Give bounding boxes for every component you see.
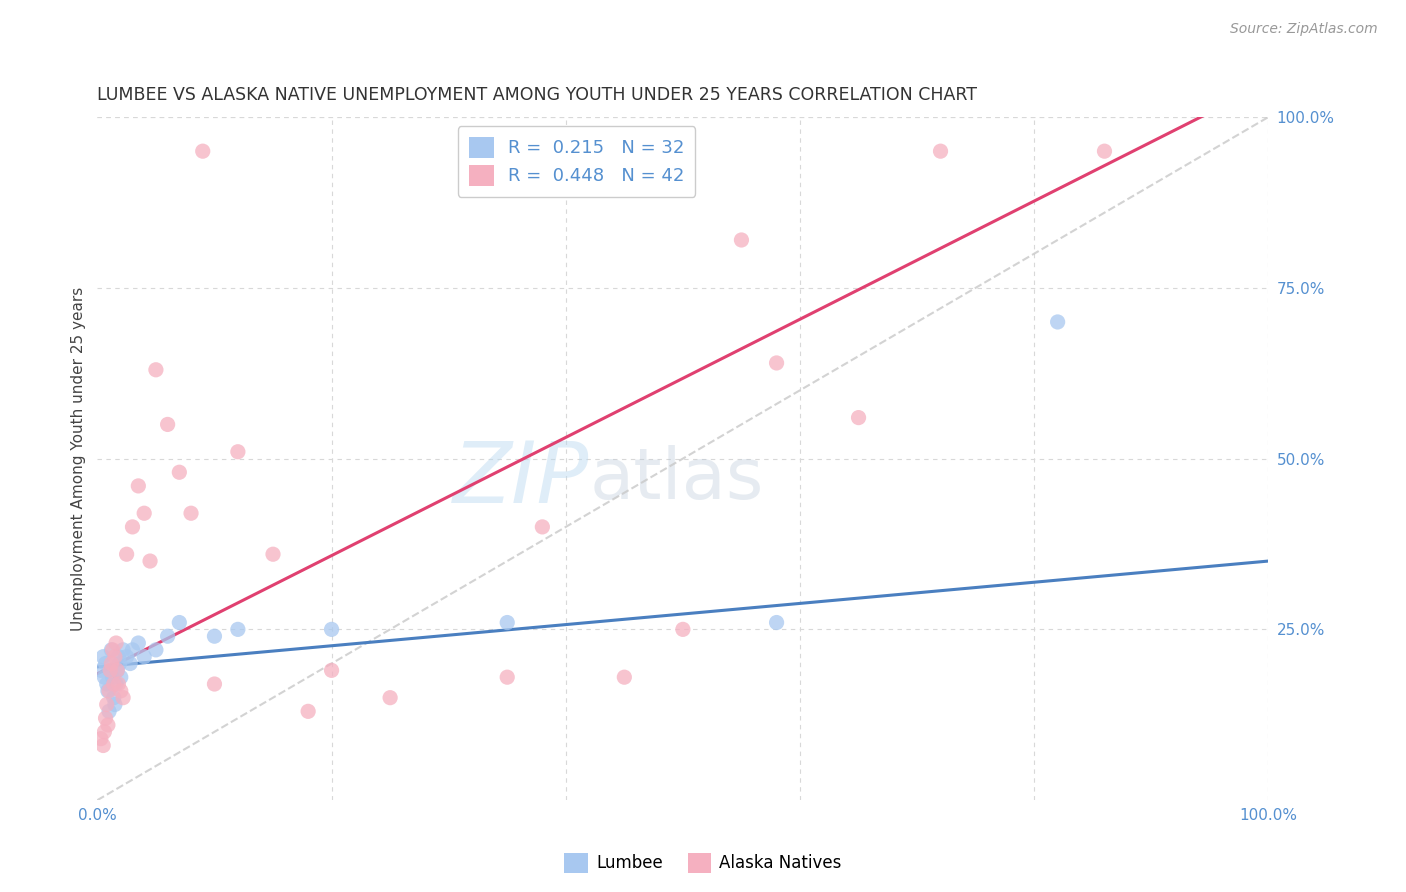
Point (90, 731, 112, 746)
Point (139, 554, 162, 568)
Point (110, 683, 132, 698)
Point (1046, 315, 1069, 329)
Point (103, 690, 125, 705)
Point (104, 649, 127, 664)
Point (105, 636, 128, 650)
Point (120, 657, 142, 671)
Point (297, 704, 319, 718)
Point (96, 698, 118, 712)
Point (110, 670, 132, 684)
Point (226, 444, 249, 458)
Point (94, 657, 117, 671)
Point (127, 479, 149, 493)
Point (321, 664, 343, 678)
Point (672, 623, 695, 637)
Point (101, 643, 124, 657)
Point (105, 677, 128, 691)
Point (929, 144, 952, 158)
Point (204, 629, 226, 643)
Point (105, 664, 128, 678)
Point (100, 643, 122, 657)
Point (112, 643, 135, 657)
Point (204, 677, 226, 691)
Point (121, 643, 143, 657)
Point (321, 623, 343, 637)
Point (496, 670, 519, 684)
Legend: R =  0.215   N = 32, R =  0.448   N = 42: R = 0.215 N = 32, R = 0.448 N = 42 (458, 126, 696, 196)
Y-axis label: Unemployment Among Youth under 25 years: Unemployment Among Youth under 25 years (72, 286, 86, 631)
Text: atlas: atlas (589, 444, 763, 514)
Point (100, 657, 122, 671)
Point (94, 711, 117, 725)
Point (156, 417, 179, 432)
Point (848, 410, 870, 425)
Point (121, 520, 143, 534)
Point (134, 649, 156, 664)
Point (1094, 144, 1116, 158)
Point (378, 690, 401, 705)
Point (104, 698, 127, 712)
Point (90, 664, 112, 678)
Text: ZIP: ZIP (453, 438, 589, 521)
Point (97, 683, 120, 698)
Point (730, 233, 752, 247)
Point (145, 363, 167, 377)
Point (115, 547, 138, 561)
Point (93, 724, 115, 739)
Text: Source: ZipAtlas.com: Source: ZipAtlas.com (1230, 22, 1378, 37)
Point (134, 506, 156, 520)
Point (98, 664, 121, 678)
Point (96, 677, 118, 691)
Point (191, 144, 214, 158)
Point (180, 506, 202, 520)
Point (91, 649, 114, 664)
Point (169, 615, 191, 630)
Point (226, 623, 249, 637)
Point (93, 670, 115, 684)
Point (262, 547, 284, 561)
Point (98, 704, 121, 718)
Point (112, 690, 135, 705)
Point (115, 649, 138, 664)
Point (156, 629, 179, 643)
Point (107, 677, 129, 691)
Point (127, 636, 149, 650)
Point (107, 649, 129, 664)
Point (169, 465, 191, 479)
Point (613, 670, 636, 684)
Point (103, 677, 125, 691)
Point (98, 664, 121, 678)
Point (98, 683, 121, 698)
Point (91, 739, 114, 753)
Text: LUMBEE VS ALASKA NATIVE UNEMPLOYMENT AMONG YOUTH UNDER 25 YEARS CORRELATION CHAR: LUMBEE VS ALASKA NATIVE UNEMPLOYMENT AMO… (97, 87, 977, 104)
Point (108, 657, 131, 671)
Point (765, 356, 787, 370)
Point (531, 520, 554, 534)
Point (105, 664, 128, 678)
Point (496, 615, 519, 630)
Point (765, 615, 787, 630)
Point (97, 718, 120, 732)
Legend: Lumbee, Alaska Natives: Lumbee, Alaska Natives (558, 847, 848, 880)
Point (101, 670, 124, 684)
Point (145, 643, 167, 657)
